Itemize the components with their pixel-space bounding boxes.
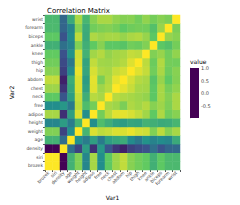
svg-text:weight: weight [28,129,43,134]
svg-text:adipos: adipos [28,112,43,117]
svg-text:abdom: abdom [27,77,43,82]
svg-text:wrist: wrist [32,17,43,22]
svg-text:value: value [190,58,207,65]
svg-text:thigh: thigh [31,60,43,65]
svg-text:0.5: 0.5 [201,78,209,84]
svg-text:weight: weight [66,170,81,185]
svg-text:thigh: thigh [128,170,141,182]
svg-text:hip: hip [36,68,43,73]
svg-text:biceps: biceps [149,170,163,184]
svg-text:age: age [35,137,44,142]
svg-text:Var2: Var2 [8,86,15,100]
svg-text:adipos: adipos [81,170,96,185]
svg-text:ankle: ankle [31,43,43,48]
svg-text:siri: siri [36,155,43,160]
svg-text:density: density [50,170,65,185]
svg-text:free: free [34,103,43,108]
svg-text:knee: knee [32,51,43,56]
svg-text:knee: knee [136,170,148,182]
svg-text:ankle: ankle [143,170,156,183]
svg-text:wrist: wrist [167,170,178,181]
svg-text:abdom: abdom [111,170,126,185]
svg-text:height: height [74,170,88,184]
svg-text:Var1: Var1 [106,194,120,201]
svg-text:-0.5: -0.5 [201,103,211,109]
svg-text:neck: neck [99,170,111,182]
svg-text:siri: siri [49,170,58,179]
svg-text:forearm: forearm [25,25,43,30]
svg-text:density: density [27,146,44,151]
svg-text:Correlation Matrix: Correlation Matrix [47,7,110,15]
svg-text:age: age [63,170,73,180]
svg-text:chest: chest [31,86,43,91]
svg-text:brozek: brozek [28,163,43,168]
svg-text:forearm: forearm [154,170,171,187]
svg-text:free: free [93,170,103,180]
svg-text:hip: hip [124,170,133,179]
svg-text:brozek: brozek [36,170,50,184]
svg-text:biceps: biceps [28,34,43,39]
svg-text:1.0: 1.0 [201,65,209,71]
svg-text:height: height [29,120,44,125]
svg-text:0.0: 0.0 [201,90,209,96]
svg-text:neck: neck [32,94,43,99]
svg-text:chest: chest [105,170,118,183]
